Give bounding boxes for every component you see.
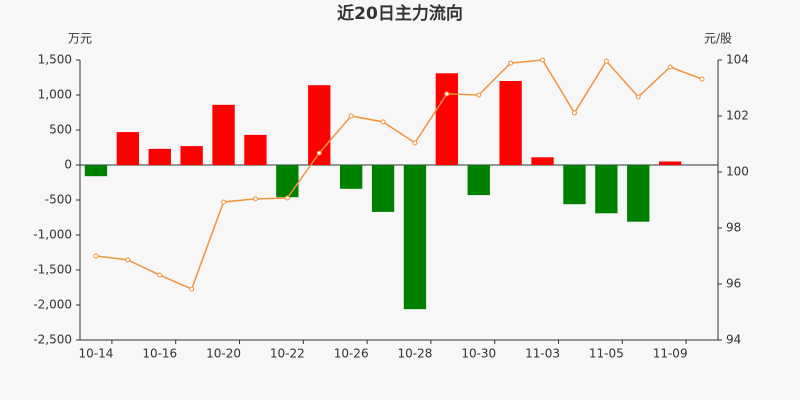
price-point: [635, 94, 641, 100]
x-tick-label: 10-20: [206, 347, 241, 361]
y2-tick-label: 100: [726, 165, 749, 179]
price-point: [284, 195, 290, 201]
bar: [531, 157, 554, 165]
y-tick-label: -1,500: [33, 263, 72, 277]
x-tick-label: 10-16: [142, 347, 177, 361]
bar: [212, 104, 235, 165]
y2-tick-label: 102: [726, 109, 749, 123]
bar: [116, 132, 140, 165]
price-point: [571, 110, 577, 116]
price-point: [380, 119, 386, 125]
bar: [499, 81, 522, 165]
price-point: [444, 91, 450, 97]
bar: [371, 165, 395, 212]
price-point: [93, 253, 99, 259]
price-point: [348, 113, 354, 119]
price-point: [476, 92, 482, 98]
x-tick-label: 10-22: [270, 347, 305, 361]
y2-tick-label: 94: [726, 333, 741, 347]
bar: [403, 165, 427, 310]
bar: [276, 165, 299, 198]
price-point: [508, 60, 514, 66]
x-tick-label: 11-09: [653, 347, 688, 361]
bar: [244, 134, 267, 165]
y2-axis-label: 元/股: [704, 32, 732, 46]
y-tick-label: -2,000: [33, 298, 72, 312]
price-point: [221, 199, 227, 205]
bar: [435, 73, 459, 165]
y-tick-label: -500: [45, 193, 72, 207]
bar: [658, 161, 682, 165]
price-point: [125, 257, 131, 263]
y-tick-label: 500: [49, 123, 72, 137]
y-axis-label: 万元: [68, 32, 92, 46]
bar: [339, 165, 363, 189]
bar: [148, 148, 171, 165]
bar: [595, 165, 618, 214]
bar: [627, 165, 650, 222]
bar: [563, 165, 586, 205]
y2-tick-label: 96: [726, 277, 741, 291]
price-point: [316, 150, 322, 156]
price-line: [95, 59, 703, 291]
price-point: [157, 272, 163, 278]
y-tick-label: -1,000: [33, 228, 72, 242]
y-tick-label: 1,000: [38, 88, 72, 102]
price-point: [540, 57, 546, 63]
y2-tick-label: 104: [726, 53, 749, 67]
bar: [180, 146, 203, 165]
x-tick-label: 10-28: [398, 347, 433, 361]
x-tick-label: 10-30: [461, 347, 496, 361]
price-point: [667, 64, 673, 70]
price-point: [699, 76, 705, 82]
price-point: [603, 58, 609, 64]
price-point: [412, 140, 418, 146]
bar: [308, 85, 331, 165]
price-point: [252, 196, 258, 202]
y-tick-label: 0: [64, 158, 72, 172]
x-tick-label: 10-14: [79, 347, 114, 361]
y-tick-label: -2,500: [33, 333, 72, 347]
y-tick-label: 1,500: [38, 53, 72, 67]
chart-title: 近20日主力流向: [337, 3, 463, 24]
x-tick-label: 11-03: [525, 347, 560, 361]
x-tick-label: 10-26: [334, 347, 369, 361]
bar: [84, 165, 108, 177]
x-tick-label: 11-05: [589, 347, 624, 361]
bar: [467, 165, 490, 196]
price-point: [189, 286, 195, 292]
y2-tick-label: 98: [726, 221, 741, 235]
